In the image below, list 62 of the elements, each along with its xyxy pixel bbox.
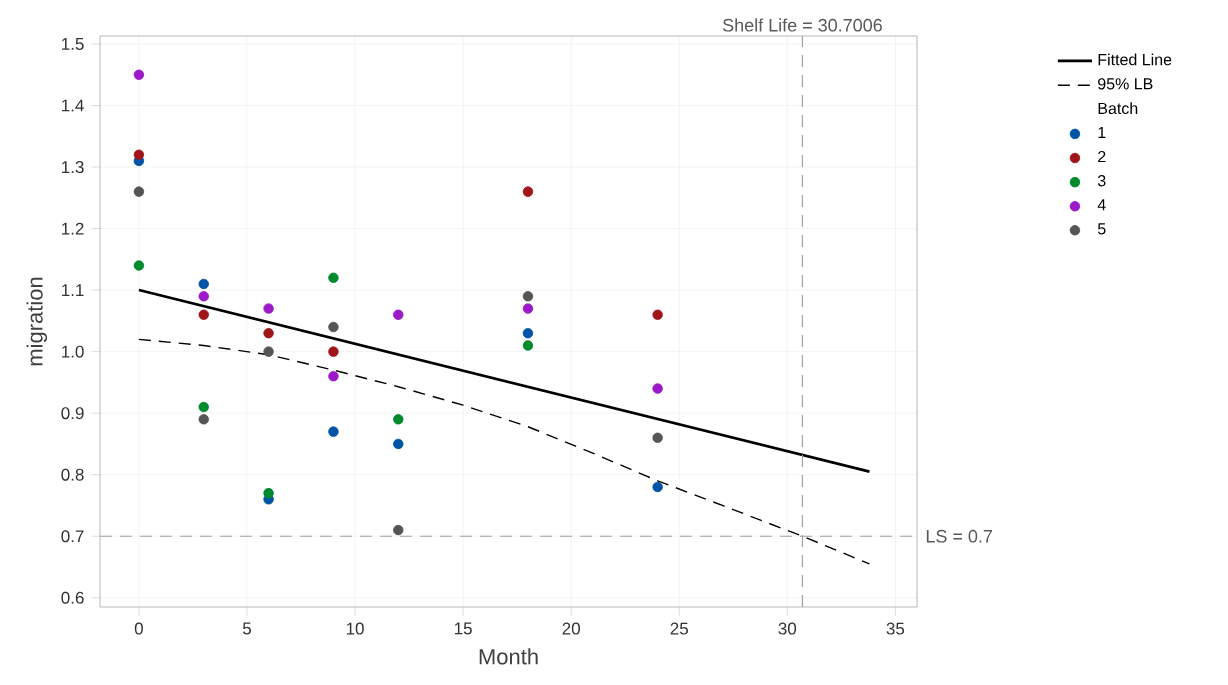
legend-label: 3 [1097,175,1106,187]
y-tick-label: 1.0 [62,345,84,358]
point [133,186,145,197]
point [133,149,145,160]
point [198,401,209,413]
point [522,291,534,302]
legend-title: Batch [1098,102,1138,115]
y-tick-label: 1.2 [62,222,84,235]
x-tick-label: 5 [242,622,251,635]
legend-label: Fitted Line [1098,53,1172,66]
legend-label: 95% LB [1098,78,1153,90]
y-tick-label: 0.9 [61,407,84,420]
x-axis-title: Month [479,648,538,665]
point [522,186,534,197]
y-tick-label: 0.6 [61,591,84,604]
y-tick-label: 1.3 [62,161,84,174]
point [328,321,339,333]
point [393,524,404,536]
point [198,414,209,425]
x-tick-label: 30 [778,622,797,635]
point [133,69,145,80]
point [263,346,274,357]
legend-label: 1 [1098,126,1106,138]
point [133,260,145,271]
x-tick-label: 20 [562,622,580,635]
y-axis-title: migration [26,277,48,366]
point [393,438,404,450]
x-tick-label: 25 [670,622,688,635]
y-tick-label: 1.1 [62,284,84,296]
point [263,487,274,499]
point [522,327,534,339]
y-tick-label: 1.5 [62,38,84,50]
point [198,278,209,290]
point [263,327,274,339]
legend-label: 2 [1098,150,1106,163]
point [652,481,663,493]
y-tick-label: 1.4 [62,99,84,112]
x-tick-label: 35 [886,622,905,635]
y-tick-label: 0.8 [61,468,84,481]
point [522,340,534,351]
x-tick-label: 10 [346,622,364,635]
x-tick-label: 15 [454,622,472,635]
legend-label: 5 [1097,223,1106,235]
point [198,291,209,302]
point [393,414,404,425]
x-tick-label: 0 [134,622,143,635]
ref-line-label: LS = 0.7 [926,529,993,543]
ref-line-label: Shelf Life = 30.7006 [722,18,882,32]
point [652,432,663,443]
point [393,309,404,320]
point [198,309,209,320]
point [263,303,274,314]
point [652,383,663,394]
legend-label: 4 [1097,199,1106,211]
point [522,303,534,314]
y-tick-label: 0.7 [61,530,84,543]
point [328,426,339,437]
point [328,371,339,382]
line-series [138,338,871,565]
point [328,346,339,357]
point [328,272,339,283]
point [652,309,663,320]
